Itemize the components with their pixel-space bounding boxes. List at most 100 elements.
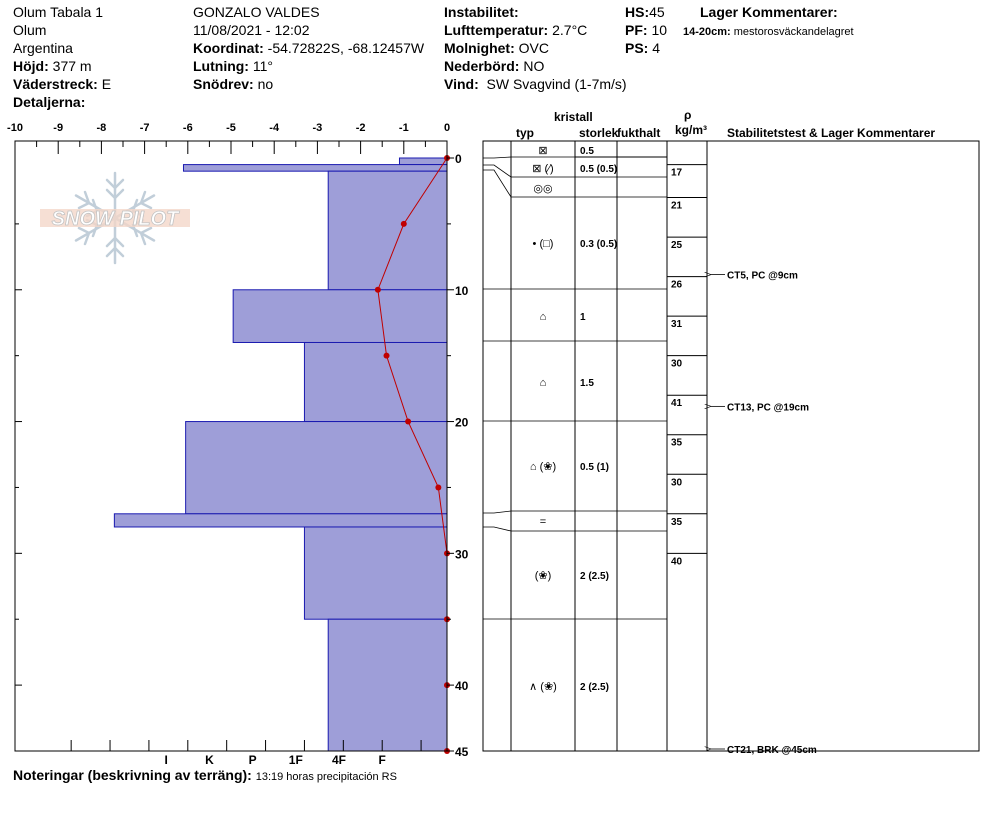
crystal-type-2: ◎◎	[533, 183, 552, 195]
density-value-9: 35	[671, 517, 683, 528]
header-snowpack-info: HS:45 PF: 10 PS: 4	[625, 3, 667, 57]
header-moisture: fukthalt	[617, 126, 660, 140]
stability-tests: CT5, PC @9cm CT13, PC @19cm CT21, BRK @45c…	[711, 271, 817, 756]
crystal-size-8: 2 (2.5)	[580, 571, 609, 582]
temp-tick-label-2: -8	[97, 122, 107, 134]
notes-text: 13:19 horas precipitación RS	[255, 771, 397, 783]
temp-tick-label-5: -5	[226, 122, 236, 134]
hardness-bar-8	[327, 618, 448, 752]
header-site-info: Olum Tabala 1 Olum Argentina Höjd: 377 m…	[13, 3, 111, 111]
hardness-tick-label-2: P	[249, 753, 257, 767]
density-value-4: 31	[671, 319, 683, 330]
hardness-tick-label-5: F	[379, 753, 386, 767]
density-value-10: 40	[671, 556, 683, 567]
depth-tick-label-2: 20	[455, 416, 469, 430]
hardness-axis: I K P 1F 4F F	[70, 740, 422, 767]
temp-tick-label-3: -7	[140, 122, 150, 134]
details-row: Detaljerna:	[13, 94, 86, 110]
density-value-3: 26	[671, 280, 683, 291]
crystal-type-8: (❀)	[535, 570, 552, 582]
observation-datetime: 11/08/2021 - 12:02	[193, 22, 310, 38]
hardness-layers	[113, 157, 448, 752]
aspect-row: Väderstreck: E	[13, 76, 112, 92]
hardness-tick-label-1: K	[205, 753, 214, 767]
density-value-0: 17	[671, 168, 683, 179]
elevation-row: Höjd: 377 m	[13, 58, 92, 74]
drift-row: Snödrev: no	[193, 76, 274, 92]
wind-row: Vind: SW Svagvind (1-7m/s)	[444, 76, 627, 92]
crystal-type-9: ∧ (❀)	[529, 681, 557, 693]
temperature-point-2	[374, 286, 381, 293]
hardness-bar-4	[303, 341, 448, 423]
depth-tick-label-5: 45	[455, 745, 469, 759]
stability-label-2: CT21, BRK @45cm	[727, 745, 817, 756]
density-value-5: 30	[671, 359, 683, 370]
temp-tick-label-10: 0	[444, 122, 450, 134]
notes-row: Noteringar (beskrivning av terräng): 13:…	[13, 766, 397, 786]
sky-row: Molnighet: OVC	[444, 40, 549, 56]
header-rho: ρ	[684, 108, 691, 122]
stability-row: Instabilitet:	[444, 4, 519, 20]
header-weather-info: Instabilitet: Lufttemperatur: 2.7°C Moln…	[444, 3, 627, 93]
crystal-size-1: 0.5 (0.5)	[580, 164, 617, 175]
location-name: Olum	[13, 22, 47, 38]
hardness-tick-label-3: 1F	[289, 753, 303, 767]
header-crystal: kristall	[554, 110, 593, 124]
hardness-bar-7	[303, 526, 448, 620]
crystal-size-4: 1	[580, 312, 586, 323]
coordinate-row: Koordinat: -54.72822S, -68.12457W	[193, 40, 425, 56]
crystal-type-3: • (□)	[533, 238, 554, 250]
temp-tick-label-4: -6	[183, 122, 193, 134]
header-layer-comments: Lager Kommentarer:	[700, 3, 838, 21]
crystal-rows: ⊠ 0.5 ⊠ (⁄) 0.5 (0.5) ◎◎ • (□) 0.3 (0.5) ⌂ 1 ⌂ 1.5…	[529, 145, 667, 693]
notes-label: Noteringar (beskrivning av terräng):	[13, 767, 252, 783]
slope-row: Lutning: 11°	[193, 58, 274, 74]
site-name: Olum Tabala 1	[13, 4, 104, 20]
header-size: storlek	[579, 126, 619, 140]
depth-tick-label-0: 0	[455, 152, 462, 166]
depth-tick-label-4: 40	[455, 679, 469, 693]
header-type: typ	[516, 126, 534, 140]
hardness-tick-label-0: I	[165, 753, 168, 767]
depth-axis: 0 10 20 30 40 45	[15, 152, 469, 759]
temperature-point-1	[400, 220, 407, 227]
density-value-7: 35	[671, 438, 683, 449]
pf-row: PF: 10	[625, 22, 668, 38]
country-name: Argentina	[13, 40, 73, 56]
temperature-axis: -10 -9 -8 -7 -6 -5 -4 -3 -2 -1 0	[7, 122, 450, 154]
header-stability: Stabilitetstest & Lager Kommentarer	[727, 126, 935, 140]
temp-tick-label-7: -3	[313, 122, 323, 134]
header-observer-info: GONZALO VALDES 11/08/2021 - 12:02 Koordi…	[193, 3, 424, 93]
airtemp-row: Lufttemperatur: 2.7°C	[444, 22, 588, 38]
crystal-size-0: 0.5	[580, 146, 594, 157]
density-value-2: 25	[671, 240, 683, 251]
crystal-type-4: ⌂	[540, 311, 547, 323]
crystal-type-6: ⌂ (❀)	[530, 461, 556, 473]
temp-tick-label-6: -4	[269, 122, 280, 134]
layer-comments-title: Lager Kommentarer:	[700, 4, 838, 20]
temp-tick-label-9: -1	[399, 122, 409, 134]
table-frame	[482, 140, 980, 752]
hardness-bar-2	[327, 170, 448, 291]
logo-text: SNOW PILOT	[52, 208, 180, 230]
temperature-point-4	[405, 418, 412, 425]
density-value-1: 21	[671, 201, 683, 212]
crystal-size-5: 1.5	[580, 378, 594, 389]
layer-comment-range: 14-20cm:	[683, 26, 731, 38]
crystal-type-7: =	[540, 516, 546, 528]
temperature-point-3	[383, 352, 390, 359]
ps-row: PS: 4	[625, 40, 661, 56]
stability-label-1: CT13, PC @19cm	[727, 402, 809, 413]
depth-tick-label-3: 30	[455, 547, 469, 561]
temp-tick-label-0: -10	[7, 122, 23, 134]
crystal-size-9: 2 (2.5)	[580, 682, 609, 693]
layer-comment-entry: 14-20cm: mestorosväckandelagret	[683, 23, 854, 41]
header-density-unit: kg/m³	[675, 123, 707, 137]
hardness-bar-5	[185, 421, 448, 515]
crystal-size-3: 0.3 (0.5)	[580, 239, 617, 250]
density-value-6: 41	[671, 398, 683, 409]
depth-tick-label-1: 10	[455, 284, 469, 298]
density-value-8: 30	[671, 477, 683, 488]
crystal-type-5: ⌂	[540, 377, 547, 389]
